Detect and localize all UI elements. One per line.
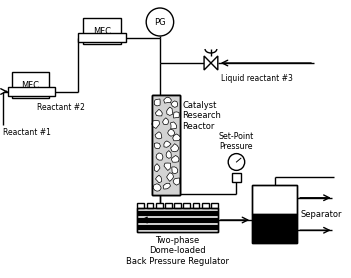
Polygon shape bbox=[152, 120, 159, 128]
Text: PG: PG bbox=[154, 18, 166, 26]
Polygon shape bbox=[173, 178, 180, 185]
Polygon shape bbox=[204, 56, 211, 70]
Bar bbox=[12, 72, 49, 98]
Text: MFC: MFC bbox=[21, 81, 39, 90]
Bar bbox=[202, 203, 208, 208]
Polygon shape bbox=[172, 167, 178, 174]
Polygon shape bbox=[164, 97, 171, 103]
Polygon shape bbox=[166, 151, 171, 158]
Bar bbox=[232, 173, 241, 182]
Polygon shape bbox=[164, 141, 171, 147]
Bar bbox=[137, 208, 218, 232]
Polygon shape bbox=[167, 173, 173, 181]
Polygon shape bbox=[156, 153, 163, 160]
Bar bbox=[156, 203, 163, 208]
Bar bbox=[193, 203, 199, 208]
Polygon shape bbox=[163, 118, 168, 125]
Polygon shape bbox=[211, 56, 218, 70]
Text: Catalyst
Research
Reactor: Catalyst Research Reactor bbox=[183, 101, 221, 131]
Bar bbox=[211, 203, 218, 208]
Polygon shape bbox=[167, 107, 173, 115]
Polygon shape bbox=[155, 175, 161, 183]
Bar bbox=[183, 203, 190, 208]
Polygon shape bbox=[163, 183, 171, 189]
Bar bbox=[8, 87, 55, 96]
Polygon shape bbox=[171, 122, 177, 129]
Polygon shape bbox=[154, 164, 160, 172]
Bar bbox=[138, 225, 217, 229]
Circle shape bbox=[228, 154, 245, 170]
Text: Separator: Separator bbox=[300, 210, 342, 219]
Bar bbox=[147, 203, 153, 208]
Bar bbox=[138, 218, 217, 222]
Polygon shape bbox=[164, 163, 171, 170]
Polygon shape bbox=[173, 134, 181, 141]
Bar bbox=[252, 185, 297, 214]
Polygon shape bbox=[153, 184, 161, 191]
Text: Reactant #2: Reactant #2 bbox=[37, 103, 85, 112]
Bar bbox=[165, 203, 172, 208]
Text: MFC: MFC bbox=[93, 26, 111, 36]
Bar bbox=[252, 185, 297, 243]
Bar bbox=[252, 214, 297, 243]
Text: Set-Point
Pressure: Set-Point Pressure bbox=[219, 131, 254, 151]
Circle shape bbox=[146, 8, 174, 36]
Polygon shape bbox=[171, 144, 179, 152]
Text: Reactant #1: Reactant #1 bbox=[3, 128, 51, 137]
Bar bbox=[174, 203, 181, 208]
Bar bbox=[137, 203, 144, 208]
Text: Two-phase
Dome-loaded
Back Pressure Regulator: Two-phase Dome-loaded Back Pressure Regu… bbox=[126, 236, 229, 266]
Polygon shape bbox=[174, 112, 179, 118]
Polygon shape bbox=[155, 132, 162, 139]
Bar bbox=[138, 211, 217, 215]
Text: Liquid reactant #3: Liquid reactant #3 bbox=[221, 74, 293, 83]
Bar bbox=[152, 95, 180, 195]
Bar bbox=[79, 33, 126, 42]
Bar bbox=[84, 18, 121, 44]
Bar bbox=[152, 95, 180, 195]
Polygon shape bbox=[154, 99, 160, 106]
Polygon shape bbox=[155, 109, 162, 116]
Polygon shape bbox=[168, 129, 175, 136]
Bar bbox=[137, 208, 218, 232]
Polygon shape bbox=[171, 101, 178, 107]
Bar bbox=[152, 95, 180, 195]
Polygon shape bbox=[171, 155, 179, 162]
Polygon shape bbox=[154, 143, 160, 148]
